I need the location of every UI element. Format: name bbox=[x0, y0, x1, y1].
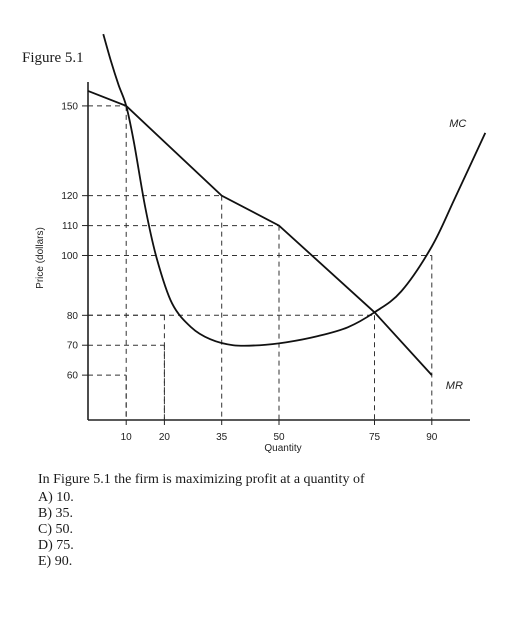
x-tick-label-10: 10 bbox=[121, 432, 133, 443]
y-tick-label-150: 150 bbox=[61, 101, 78, 112]
x-axis-title: Quantity bbox=[264, 443, 301, 454]
mc-curve-label: MC bbox=[449, 118, 466, 130]
answer-option-e[interactable]: E) 90. bbox=[38, 554, 73, 569]
y-tick-label-60: 60 bbox=[67, 371, 79, 382]
answer-option-b[interactable]: B) 35. bbox=[38, 506, 73, 521]
curves bbox=[87, 33, 487, 376]
y-axis-title: Price (dollars) bbox=[35, 227, 46, 289]
x-tick-label-90: 90 bbox=[426, 432, 438, 443]
question-stem: In Figure 5.1 the firm is maximizing pro… bbox=[38, 472, 365, 487]
reference-lines bbox=[88, 105, 433, 420]
answer-option-c[interactable]: C) 50. bbox=[38, 522, 73, 537]
x-tick-label-20: 20 bbox=[159, 432, 171, 443]
axis-ticks bbox=[82, 105, 433, 425]
mr-curve bbox=[87, 90, 433, 376]
figure-title: Figure 5.1 bbox=[22, 50, 84, 66]
axes bbox=[87, 82, 470, 421]
y-tick-label-110: 110 bbox=[62, 221, 78, 232]
answer-option-d[interactable]: D) 75. bbox=[38, 538, 74, 553]
y-tick-label-80: 80 bbox=[67, 311, 79, 322]
y-tick-label-100: 100 bbox=[61, 251, 78, 262]
y-tick-label-70: 70 bbox=[67, 341, 79, 352]
chart-labels: 60 70 80 100 110 120 150 10 20 35 50 75 90 Quantity Pr… bbox=[35, 101, 466, 454]
y-tick-label-120: 120 bbox=[61, 191, 78, 202]
answer-option-a[interactable]: A) 10. bbox=[38, 490, 74, 505]
x-tick-label-50: 50 bbox=[273, 432, 285, 443]
x-tick-label-35: 35 bbox=[216, 432, 228, 443]
mr-curve-label: MR bbox=[446, 380, 463, 392]
x-tick-label-75: 75 bbox=[369, 432, 381, 443]
question: In Figure 5.1 the firm is maximizing pro… bbox=[38, 472, 365, 570]
mc-mr-chart: 60 70 80 100 110 120 150 10 20 35 50 75 90 Quantity Pr… bbox=[35, 33, 487, 454]
mc-curve bbox=[102, 33, 487, 347]
